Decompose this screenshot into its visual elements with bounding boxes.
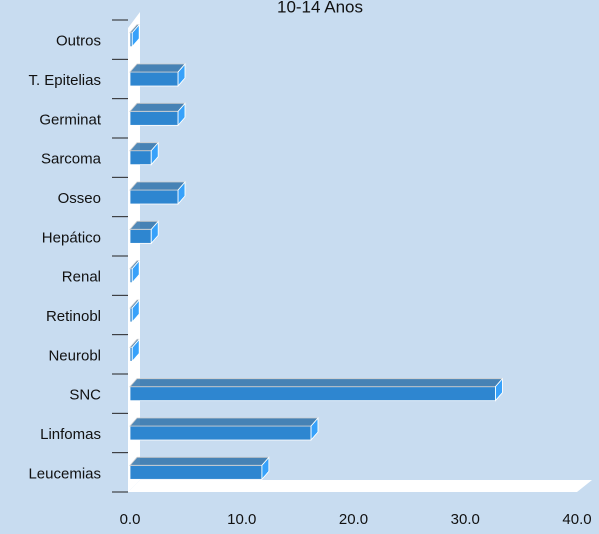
x-tick-label: 10.0	[227, 511, 256, 528]
bar-side	[177, 180, 186, 206]
bar-top	[129, 181, 186, 191]
y-tick-label: Renal	[62, 269, 101, 286]
y-tick-label: Leucemias	[28, 465, 101, 482]
bar-top	[129, 102, 186, 112]
y-tick-label: Sarcoma	[41, 151, 102, 168]
y-tick-label: Linfomas	[40, 426, 101, 443]
bar-front	[129, 150, 152, 166]
bar-top	[129, 378, 504, 388]
bar-side	[131, 338, 140, 363]
bar-side	[150, 141, 159, 166]
bar-side	[177, 62, 186, 88]
bar-top	[129, 417, 319, 427]
bar-top	[129, 456, 270, 466]
y-tick-label: T. Epitelias	[28, 72, 101, 89]
y-tick-label: Osseo	[58, 190, 101, 207]
bar-side	[177, 102, 186, 127]
x-tick-label: 30.0	[451, 511, 480, 528]
back-wall	[128, 12, 140, 492]
y-tick-label: Neurobl	[48, 347, 101, 364]
bar-front	[129, 464, 263, 480]
bar-front	[129, 386, 496, 402]
x-tick-label: 40.0	[562, 511, 591, 528]
chart-title: 10-14 Anos	[277, 0, 363, 16]
bar-front	[129, 71, 179, 87]
bar-front	[129, 110, 179, 126]
y-tick-label: Retinobl	[46, 308, 101, 325]
x-tick-label: 0.0	[120, 511, 141, 528]
bar-front	[129, 425, 312, 441]
bar-side	[150, 220, 159, 245]
bar-side	[261, 456, 270, 481]
y-tick-label: Hepático	[42, 229, 101, 246]
bar-front	[129, 189, 179, 205]
y-tick-label: SNC	[69, 387, 101, 404]
bar-side	[131, 259, 140, 284]
bar-top	[129, 63, 186, 73]
bar-front	[129, 228, 152, 244]
y-tick-label: Germinat	[39, 111, 102, 128]
bar-side	[131, 23, 140, 48]
floor	[128, 480, 592, 492]
bar-side	[495, 377, 503, 402]
bar-side	[310, 416, 319, 442]
x-tick-label: 20.0	[339, 511, 368, 528]
y-tick-label: Outros	[56, 33, 101, 50]
bar-side	[131, 298, 140, 324]
